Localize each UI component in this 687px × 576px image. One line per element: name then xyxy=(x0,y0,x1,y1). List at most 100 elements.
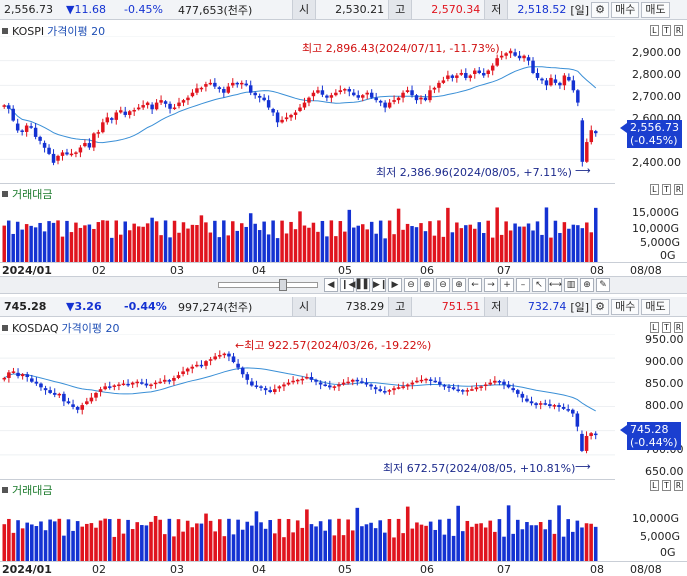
toolbar-button-8[interactable]: ⊕ xyxy=(452,278,466,292)
kosdaq-ltr-t[interactable]: T xyxy=(662,322,671,333)
candle-body xyxy=(119,110,123,113)
kospi-settings-gear-icon[interactable]: ⚙ xyxy=(591,1,610,18)
kospi-title-square-icon xyxy=(2,28,8,34)
kospi-sell-button[interactable]: 매도 xyxy=(641,1,670,18)
volume-bar xyxy=(130,529,135,562)
volume-bar xyxy=(396,518,401,562)
candle-body xyxy=(34,381,39,384)
kospi-ltr-l[interactable]: L xyxy=(650,25,659,36)
volume-bar xyxy=(144,525,149,562)
toolbar-button-9[interactable]: ← xyxy=(468,278,482,292)
kosdaq-vol-ltr-l[interactable]: L xyxy=(650,480,659,491)
candle-body xyxy=(268,390,272,392)
candle-body xyxy=(52,392,57,395)
toolbar-button-12[interactable]: – xyxy=(516,278,530,292)
candle-body xyxy=(78,147,83,153)
candle-body xyxy=(136,107,141,110)
toolbar-button-2[interactable]: ▌▌ xyxy=(356,278,371,292)
kospi-ltr-r[interactable]: R xyxy=(674,25,683,36)
candle-body xyxy=(479,386,483,388)
volume-bar xyxy=(47,221,51,262)
toolbar-button-15[interactable]: ▥ xyxy=(564,278,578,292)
volume-bar xyxy=(544,207,549,262)
volume-bar xyxy=(266,234,271,262)
kospi-vol-ltr-t[interactable]: T xyxy=(662,184,671,195)
toolbar-button-14[interactable]: ⟷ xyxy=(548,278,562,292)
volume-bar xyxy=(107,519,112,562)
kosdaq-low-arrow-icon: ⟶ xyxy=(575,460,591,473)
candle-body xyxy=(181,100,186,103)
volume-bar xyxy=(392,234,396,262)
scroll-thumb[interactable] xyxy=(279,279,287,291)
volume-bar xyxy=(204,513,208,562)
kospi-vol-ltr-r[interactable]: R xyxy=(674,184,683,195)
toolbar-button-3[interactable]: ▶❙ xyxy=(372,278,388,292)
kospi-volume-title: 거래대금 xyxy=(2,186,52,202)
toolbar-button-6[interactable]: ⊕ xyxy=(420,278,434,292)
candle-body xyxy=(83,143,87,147)
candle-body xyxy=(282,384,286,387)
candle-body xyxy=(114,112,119,120)
volume-bar xyxy=(410,226,414,262)
toolbar-button-7[interactable]: ⊖ xyxy=(436,278,450,292)
kosdaq-candle-chart[interactable] xyxy=(0,334,615,479)
volume-bar xyxy=(71,530,75,562)
candle-body xyxy=(352,92,356,96)
candle-body xyxy=(190,366,195,369)
kosdaq-period[interactable]: [일] xyxy=(570,300,590,314)
volume-bar xyxy=(378,220,383,262)
scroll-track[interactable] xyxy=(218,279,318,291)
candle-body xyxy=(75,406,80,410)
volume-bar xyxy=(141,226,145,262)
volume-bar xyxy=(302,225,307,262)
toolbar-button-13[interactable]: ↖ xyxy=(532,278,546,292)
toolbar-button-1[interactable]: ❙◀ xyxy=(340,278,356,292)
kospi-period[interactable]: [일] xyxy=(570,3,590,17)
toolbar-button-4[interactable]: ▶ xyxy=(388,278,402,292)
candle-body xyxy=(419,379,424,382)
toolbar-button-16[interactable]: ⊕ xyxy=(580,278,594,292)
volume-bar xyxy=(328,519,332,562)
kosdaq-ltr-r[interactable]: R xyxy=(674,322,683,333)
toolbar-button-17[interactable]: ✎ xyxy=(596,278,610,292)
toolbar-button-10[interactable]: → xyxy=(484,278,498,292)
candle-body xyxy=(11,108,15,121)
volume-bar xyxy=(474,523,479,562)
kosdaq-sell-button[interactable]: 매도 xyxy=(641,298,670,315)
toolbar-button-11[interactable]: + xyxy=(500,278,514,292)
volume-bar xyxy=(263,528,268,562)
volume-bar xyxy=(522,226,526,262)
kosdaq-volume-separator xyxy=(0,479,615,480)
volume-bar xyxy=(132,223,136,262)
volume-bar xyxy=(20,528,25,562)
kosdaq-ltr-l[interactable]: L xyxy=(650,322,659,333)
volume-bar xyxy=(553,220,558,262)
kospi-vol-ltr-l[interactable]: L xyxy=(650,184,659,195)
candle-body xyxy=(277,386,282,389)
toolbar-button-0[interactable]: ◀ xyxy=(324,278,338,292)
candle-body xyxy=(263,388,268,391)
volume-bar xyxy=(213,531,217,562)
candle-body xyxy=(311,92,316,97)
kospi-ltr-t[interactable]: T xyxy=(662,25,671,36)
candle-body xyxy=(576,90,580,103)
candle-body xyxy=(132,110,136,112)
kospi-candle-chart[interactable] xyxy=(0,36,615,184)
toolbar-buttons: ◀ ❙◀ ▌▌ ▶❙ ▶ ⊖ ⊕ ⊖ ⊕ ← → + – ↖ ⟷ ▥ ⊕ ✎ xyxy=(322,278,610,292)
kospi-buy-button[interactable]: 매수 xyxy=(611,1,640,18)
kosdaq-settings-gear-icon[interactable]: ⚙ xyxy=(591,298,610,315)
kospi-volume-chart[interactable] xyxy=(0,196,615,262)
volume-bar xyxy=(2,524,7,562)
candle-body xyxy=(245,374,250,380)
toolbar-button-5[interactable]: ⊖ xyxy=(404,278,418,292)
kosdaq-volume-chart[interactable] xyxy=(0,494,615,562)
kosdaq-vol-ltr-t[interactable]: T xyxy=(662,480,671,491)
volume-bar xyxy=(236,519,240,562)
volume-bar xyxy=(213,220,217,262)
kosdaq-vol-ltr-r[interactable]: R xyxy=(674,480,683,491)
kosdaq-buy-button[interactable]: 매수 xyxy=(611,298,640,315)
volume-bar xyxy=(525,522,529,562)
volume-bar xyxy=(222,536,227,562)
kospi-low: 2,518.52 xyxy=(517,3,567,16)
candle-body xyxy=(181,371,185,375)
